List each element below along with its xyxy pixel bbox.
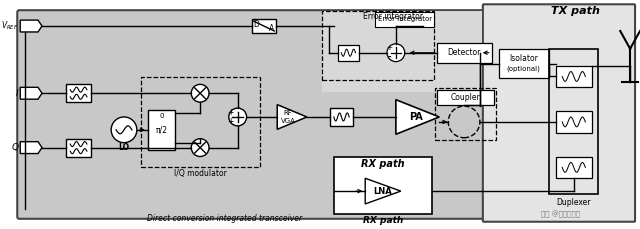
Text: (optional): (optional) <box>506 65 540 72</box>
Bar <box>148 110 175 150</box>
Bar <box>499 49 549 78</box>
Text: Error integrator: Error integrator <box>362 12 422 21</box>
Text: A: A <box>269 24 274 33</box>
Bar <box>437 90 493 105</box>
Bar <box>375 12 435 27</box>
Bar <box>252 19 276 33</box>
Bar <box>333 158 433 214</box>
Text: I: I <box>15 89 19 98</box>
Bar <box>66 84 92 102</box>
Bar <box>66 139 92 156</box>
Bar <box>322 11 435 80</box>
Text: π/2: π/2 <box>156 125 168 134</box>
Polygon shape <box>20 142 42 153</box>
Text: +: + <box>228 117 234 126</box>
Text: Duplexer: Duplexer <box>557 199 591 207</box>
FancyBboxPatch shape <box>483 4 635 222</box>
Polygon shape <box>277 105 307 129</box>
Bar <box>330 108 353 126</box>
Text: Error integrator: Error integrator <box>378 16 432 22</box>
Polygon shape <box>365 178 401 204</box>
Text: PA: PA <box>409 112 422 122</box>
Polygon shape <box>20 20 42 32</box>
Text: +: + <box>386 45 392 51</box>
Text: Isolator: Isolator <box>509 54 538 63</box>
Polygon shape <box>396 100 439 134</box>
Bar <box>549 49 598 194</box>
Text: RX path: RX path <box>363 216 403 225</box>
Text: D: D <box>253 19 259 29</box>
Circle shape <box>191 139 209 156</box>
Circle shape <box>111 117 137 143</box>
Circle shape <box>228 108 246 126</box>
Text: Coupler: Coupler <box>450 93 480 102</box>
Bar <box>556 111 591 133</box>
Text: LO: LO <box>118 143 129 152</box>
FancyBboxPatch shape <box>17 10 484 219</box>
Text: LNA: LNA <box>374 187 392 196</box>
Text: Direct conversion integrated transceiver: Direct conversion integrated transceiver <box>147 214 303 223</box>
Bar <box>141 77 260 167</box>
Text: $V_{REF}$: $V_{REF}$ <box>1 20 19 32</box>
Bar <box>337 45 359 61</box>
Circle shape <box>191 84 209 102</box>
Polygon shape <box>20 87 42 99</box>
Text: 头条 @万物云联网: 头条 @万物云联网 <box>541 210 580 218</box>
Text: 0: 0 <box>159 113 164 119</box>
Text: RX path: RX path <box>361 159 405 169</box>
Text: -: - <box>387 53 391 62</box>
Text: RF: RF <box>284 110 292 116</box>
Text: Q: Q <box>11 143 19 152</box>
Circle shape <box>387 44 404 62</box>
Text: Detector: Detector <box>447 48 481 57</box>
Text: TX path: TX path <box>551 6 600 16</box>
Bar <box>437 43 492 63</box>
Text: VGA: VGA <box>281 118 296 124</box>
Bar <box>435 88 496 140</box>
Text: +: + <box>228 108 234 117</box>
Text: I/Q modulator: I/Q modulator <box>173 169 227 178</box>
Bar <box>322 11 482 92</box>
Bar <box>556 65 591 87</box>
Bar <box>556 156 591 178</box>
